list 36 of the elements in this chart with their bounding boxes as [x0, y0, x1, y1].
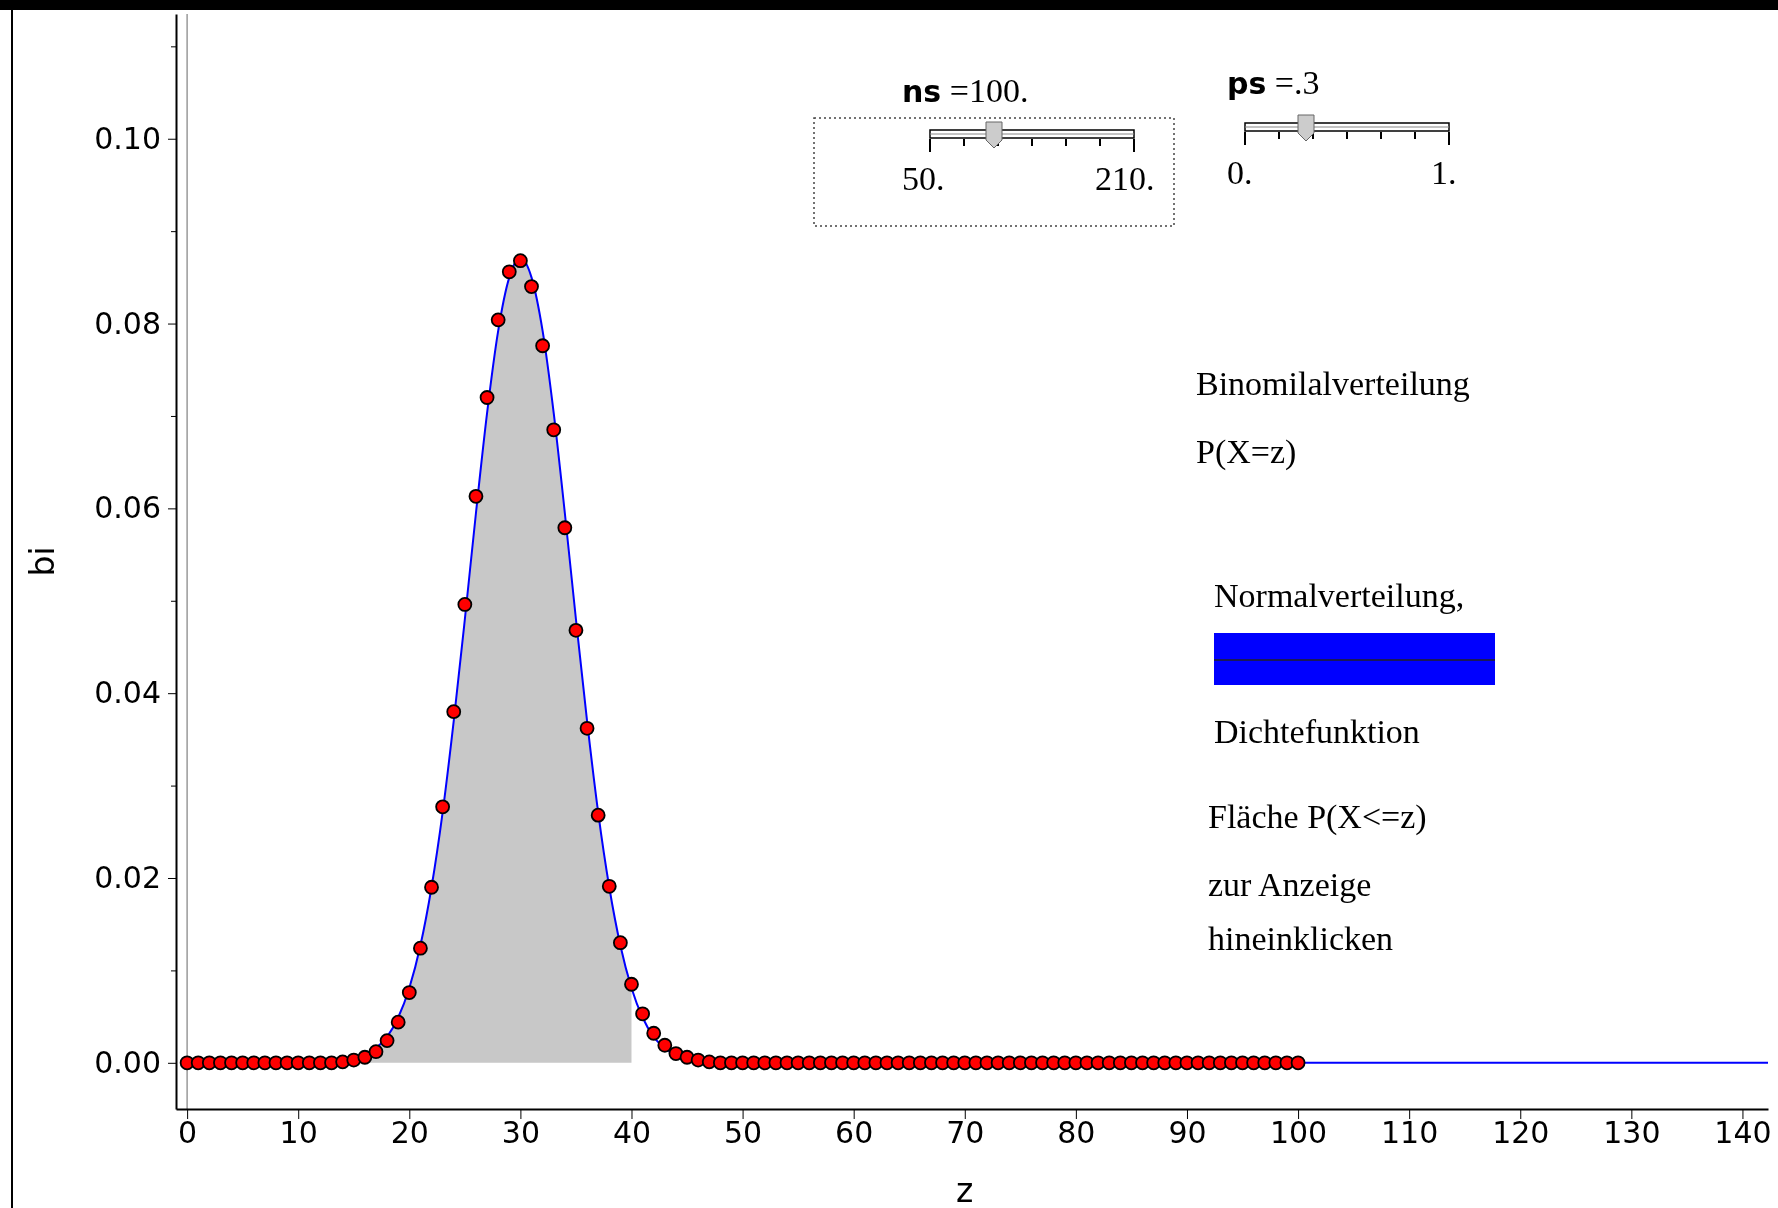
annotation: ps =.3 — [1227, 64, 1320, 101]
y-tick-label: 0.06 — [94, 490, 161, 526]
x-tick-label: 100 — [1269, 1115, 1328, 1151]
annotation: Normalverteilung, — [1214, 577, 1465, 614]
y-axis-title: bi — [23, 546, 62, 577]
annotation: P(X=z) — [1196, 433, 1297, 471]
x-tick-label: 30 — [501, 1115, 540, 1151]
y-tick-label: 0.08 — [94, 305, 161, 341]
x-axis-title: z — [956, 1171, 974, 1208]
x-tick-label: 10 — [279, 1115, 318, 1151]
x-tick-label: 110 — [1381, 1115, 1439, 1151]
x-tick-label: 50 — [723, 1115, 763, 1151]
x-tick-label: 40 — [612, 1115, 652, 1151]
annotation: 210. — [1095, 160, 1155, 197]
annotation: Binomilalverteilung — [1196, 365, 1470, 402]
x-tick-label: 130 — [1603, 1115, 1661, 1151]
y-tick-label: 0.02 — [94, 860, 161, 896]
x-tick-label: 90 — [1168, 1115, 1207, 1151]
y-tick-label: 0.04 — [94, 675, 161, 711]
x-tick-label: 0 — [178, 1115, 198, 1151]
x-tick-label: 120 — [1492, 1115, 1550, 1151]
x-tick-label: 80 — [1057, 1115, 1096, 1151]
annotation: zur Anzeige — [1208, 866, 1372, 903]
annotation: ns =100. — [902, 72, 1029, 109]
y-tick-label: 0.00 — [94, 1044, 161, 1080]
x-tick-label: 20 — [390, 1115, 429, 1151]
annotation: Fläche P(X<=z) — [1208, 798, 1427, 836]
annotation: 50. — [902, 160, 945, 197]
annotation: hineinklicken — [1208, 920, 1394, 957]
x-tick-label: 60 — [835, 1115, 874, 1151]
annotation: 0. — [1227, 154, 1253, 191]
x-tick-label: 70 — [946, 1115, 985, 1151]
x-tick-label: 140 — [1714, 1115, 1772, 1151]
y-tick-label: 0.10 — [94, 120, 161, 156]
annotation: 1. — [1431, 154, 1457, 191]
annotation: Dichtefunktion — [1214, 713, 1420, 750]
